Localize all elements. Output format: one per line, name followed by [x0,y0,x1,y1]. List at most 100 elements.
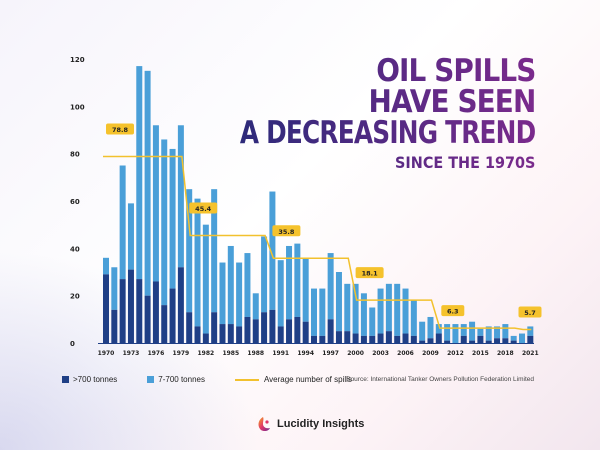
x-tick-label: 2006 [397,350,414,357]
bar-medium-spills [202,224,209,334]
x-tick-label: 1970 [98,350,115,357]
average-label: 78.8 [112,126,129,134]
bar-large-spills [144,295,151,343]
x-tick-label: 2021 [522,350,539,357]
x-tick-label: 2012 [447,350,464,357]
bar-medium-spills [277,260,284,327]
bar-medium-spills [269,191,276,310]
average-label: 45.4 [195,205,212,213]
bar-large-spills [435,333,442,343]
bar-large-spills [385,331,392,343]
bar-medium-spills [311,288,317,336]
legend-line-average [234,378,259,381]
title-line-1: OIL SPILLS [203,56,536,87]
bar-large-spills [111,309,118,343]
bar-large-spills [344,331,351,343]
x-tick-label: 2003 [372,350,389,357]
bar-medium-spills [444,324,451,341]
bar-large-spills [103,274,109,343]
bar-large-spills [510,340,517,343]
y-tick-label: 60 [70,198,80,206]
legend-label-average: Average number of spills [263,375,352,384]
bar-medium-spills [119,165,126,280]
bar-large-spills [261,312,268,343]
bar-medium-spills [485,326,492,341]
bar-large-spills [161,305,168,343]
x-tick-label: 1985 [222,350,239,357]
bar-medium-spills [227,245,234,325]
bar-medium-spills [369,307,376,336]
x-tick-label: 1988 [247,350,264,357]
bar-large-spills [219,324,226,343]
y-tick-label: 40 [70,245,80,253]
average-label: 5.7 [524,309,536,317]
bar-large-spills [202,333,209,343]
bar-large-spills [286,319,293,343]
x-tick-label: 1976 [148,350,165,357]
average-label-box [106,123,134,135]
legend: >700 tonnes 7-700 tonnes Average number … [62,375,382,384]
brand-logo: Lucidity Insights [257,416,364,432]
x-tick-label: 1991 [272,350,289,357]
chart-title: OIL SPILLS HAVE SEEN A DECREASING TREND … [166,56,535,171]
bar-medium-spills [194,198,201,327]
bar-large-spills [177,267,184,343]
bar-medium-spills [294,243,301,317]
bar-large-spills [527,335,534,343]
bar-large-spills [277,326,284,343]
bar-large-spills [469,340,476,343]
bar-large-spills [494,338,501,343]
bar-medium-spills [144,70,151,296]
x-tick-label: 2015 [472,350,489,357]
bar-medium-spills [327,253,334,320]
title-line-4: SINCE THE 1970S [203,155,535,171]
legend-label-large: >700 tonnes [73,375,118,384]
legend-label-medium: 7-700 tonnes [158,375,205,384]
legend-item-average: Average number of spills [234,375,352,384]
bar-medium-spills [252,293,259,320]
bar-large-spills [269,309,276,343]
x-tick-label: 1997 [322,350,339,357]
legend-item-medium: 7-700 tonnes [147,375,205,384]
bar-medium-spills [219,262,226,325]
legend-item-large: >700 tonnes [62,375,117,384]
x-tick-label: 1979 [173,350,190,357]
brand-name: Lucidity Insights [277,418,365,430]
bar-large-spills [136,279,143,343]
bar-medium-spills [177,125,184,268]
x-tick-label: 1973 [123,350,140,357]
bar-medium-spills [103,257,109,275]
bar-large-spills [444,340,451,343]
average-line [103,155,532,331]
bar-large-spills [294,316,301,343]
bar-medium-spills [527,326,534,336]
bar-medium-spills [111,267,118,310]
bar-medium-spills [286,245,293,320]
bar-large-spills [352,333,359,343]
lucidity-logo-icon [258,417,270,432]
bar-medium-spills [510,335,517,341]
bar-large-spills [244,316,251,343]
bar-large-spills [311,335,317,343]
bar-large-spills [327,319,334,343]
bar-medium-spills [452,324,459,343]
bar-medium-spills [244,253,251,317]
average-label-box [518,306,542,318]
bar-large-spills [302,321,309,343]
y-tick-label: 0 [70,340,75,348]
bar-medium-spills [494,326,501,339]
bar-large-spills [236,326,243,343]
bar-medium-spills [136,66,143,280]
average-label: 6.3 [447,308,459,316]
bar-medium-spills [419,321,426,341]
bar-large-spills [252,319,259,343]
bar-large-spills [485,340,492,343]
x-tick-label: 2009 [422,350,439,357]
y-tick-label: 120 [70,56,85,64]
bar-medium-spills [360,293,367,336]
average-label-box [272,225,301,237]
bar-large-spills [127,269,134,343]
bar-medium-spills [410,300,417,336]
bar-medium-spills [385,283,392,332]
bar-medium-spills [344,283,351,332]
